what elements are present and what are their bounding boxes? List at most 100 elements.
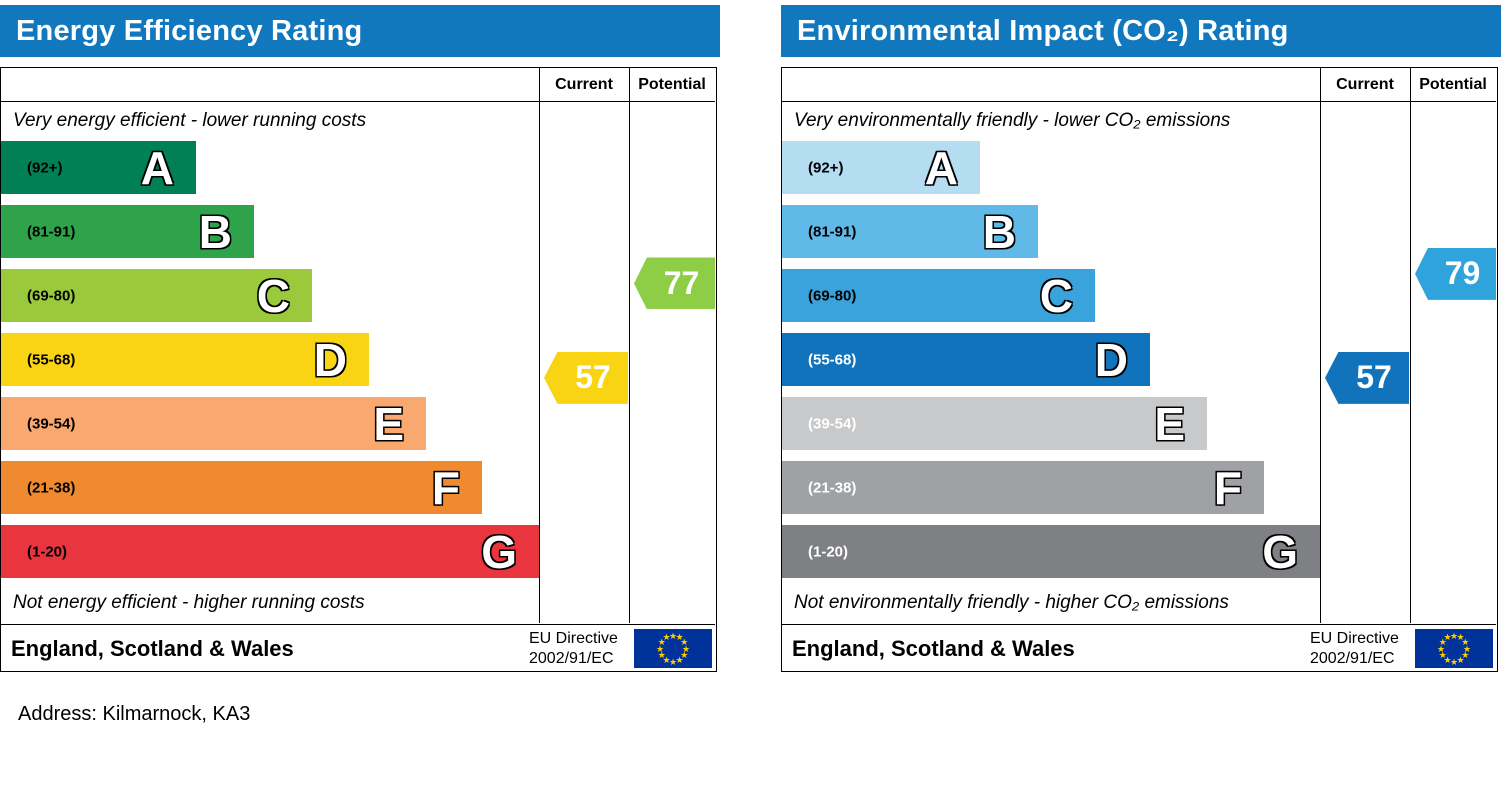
potential-column-header: Potential [1419,75,1487,93]
band-letter: C [256,269,291,322]
band-letter: A [140,141,175,194]
region-label: England, Scotland & Wales [11,636,294,661]
header-divider [1,101,715,102]
region-label: England, Scotland & Wales [792,636,1075,661]
top-caption: Very environmentally friendly - lower CO… [794,110,1231,131]
header-divider [782,101,1496,102]
top-caption: Very energy efficient - lower running co… [13,110,367,131]
rating-band-a: (92+) A [782,141,980,194]
eu-flag-star: ★ [680,637,689,647]
current-rating-arrow: 57 [544,351,628,404]
rating-table: Current Potential Very environmentally f… [781,67,1498,672]
rating-band-g: (1-20) G [782,525,1320,578]
band-range-label: (39-54) [27,415,76,432]
band-letter: F [1213,461,1243,514]
band-letter: D [1094,333,1129,386]
potential-rating-arrow: 77 [634,257,715,310]
eu-flag-star: ★ [1456,654,1465,665]
eu-flag-star: ★ [662,632,671,643]
band-letter: D [313,333,348,386]
band-range-label: (69-80) [27,287,76,304]
table-footer: England, Scotland & Wales EU Directive 2… [1,624,715,671]
eu-directive-line1: EU Directive [529,630,618,647]
eu-flag-star: ★ [657,637,666,647]
rating-band-b: (81-91) B [782,205,1038,258]
rating-band-c: (69-80) C [782,269,1095,322]
band-letter: F [431,461,461,514]
rating-bands: (92+) A (81-91) B (69-80) C (55-68) D (39-54) E (2… [1,68,539,624]
potential-column-divider [629,68,630,623]
current-column-divider [539,68,540,623]
eu-flag-star: ★ [675,654,684,665]
eu-flag-star: ★ [668,656,678,667]
eu-flag-star: ★ [681,643,691,654]
eu-flag-star: ★ [1436,643,1446,654]
band-range-label: (21-38) [808,479,857,496]
eu-flag-star: ★ [1449,656,1459,667]
eu-flag-star: ★ [675,632,684,643]
current-rating-value: 57 [1356,359,1392,396]
current-rating-value: 57 [575,359,611,396]
band-range-label: (81-91) [808,223,857,240]
chart-title: Energy Efficiency Rating [16,14,363,47]
rating-band-c: (69-80) C [1,269,312,322]
eu-flag-star: ★ [1443,654,1452,665]
band-range-label: (1-20) [27,543,68,560]
band-range-label: (69-80) [808,287,857,304]
chart-title-bar: Environmental Impact (CO₂) Rating [781,5,1501,57]
rating-band-b: (81-91) B [1,205,254,258]
eu-flag-star: ★ [1438,650,1447,660]
eu-directive-line2: 2002/91/EC [529,650,614,667]
band-letter: E [1153,397,1186,450]
band-range-label: (1-20) [808,543,849,560]
rating-band-e: (39-54) E [1,397,426,450]
band-letter: E [372,397,405,450]
eu-flag-star: ★ [1449,630,1459,641]
eu-directive-label: EU Directive 2002/91/EC [1310,629,1399,669]
environmental-impact-rating-chart: Environmental Impact (CO₂) Rating Curren… [781,5,1501,672]
current-rating-arrow: 57 [1325,351,1409,404]
rating-band-f: (21-38) F [1,461,482,514]
rating-band-f: (21-38) F [782,461,1264,514]
band-letter: G [480,525,518,578]
property-address: Address: Kilmarnock, KA3 [18,703,251,725]
chart-title-bar: Energy Efficiency Rating [0,5,720,57]
band-range-label: (21-38) [27,479,76,496]
rating-band-d: (55-68) D [782,333,1150,386]
band-range-label: (92+) [808,159,844,176]
band-range-label: (39-54) [808,415,857,432]
potential-rating-value: 79 [1444,255,1481,292]
current-column-header: Current [1336,75,1394,93]
eu-flag-star: ★ [680,650,689,660]
eu-flag-star: ★ [662,654,671,665]
eu-flag-icon: ★ ★ ★ ★ ★ ★ ★ ★ ★ ★ ★ ★ [1415,629,1493,668]
potential-column-header: Potential [638,75,706,93]
eu-directive-line2: 2002/91/EC [1310,650,1395,667]
band-letter: C [1039,269,1074,322]
rating-band-g: (1-20) G [1,525,539,578]
bottom-caption: Not energy efficient - higher running co… [13,592,365,613]
band-letter: B [982,205,1017,258]
band-range-label: (55-68) [808,351,857,368]
potential-rating-arrow: 79 [1415,247,1496,300]
eu-flag-star: ★ [655,643,665,654]
rating-bands: (92+) A (81-91) B (69-80) C (55-68) D (39-54) E (2… [782,68,1320,624]
rating-band-a: (92+) A [1,141,196,194]
band-range-label: (81-91) [27,223,76,240]
eu-flag-star: ★ [1443,632,1452,643]
eu-flag-star: ★ [657,650,666,660]
eu-directive-line1: EU Directive [1310,630,1399,647]
band-range-label: (92+) [27,159,63,176]
eu-flag-icon: ★ ★ ★ ★ ★ ★ ★ ★ ★ ★ ★ ★ [634,629,712,668]
eu-flag-star: ★ [668,630,678,641]
eu-flag-star: ★ [1438,637,1447,647]
chart-title: Environmental Impact (CO₂) Rating [797,14,1289,47]
bottom-caption: Not environmentally friendly - higher CO… [794,592,1229,613]
eu-flag-star: ★ [1461,637,1470,647]
band-letter: G [1261,525,1299,578]
eu-flag-star: ★ [1462,643,1472,654]
potential-rating-value: 77 [663,264,700,301]
band-letter: B [198,205,233,258]
band-range-label: (55-68) [27,351,76,368]
energy-efficiency-rating-chart: Energy Efficiency Rating Current Potenti… [0,5,720,672]
